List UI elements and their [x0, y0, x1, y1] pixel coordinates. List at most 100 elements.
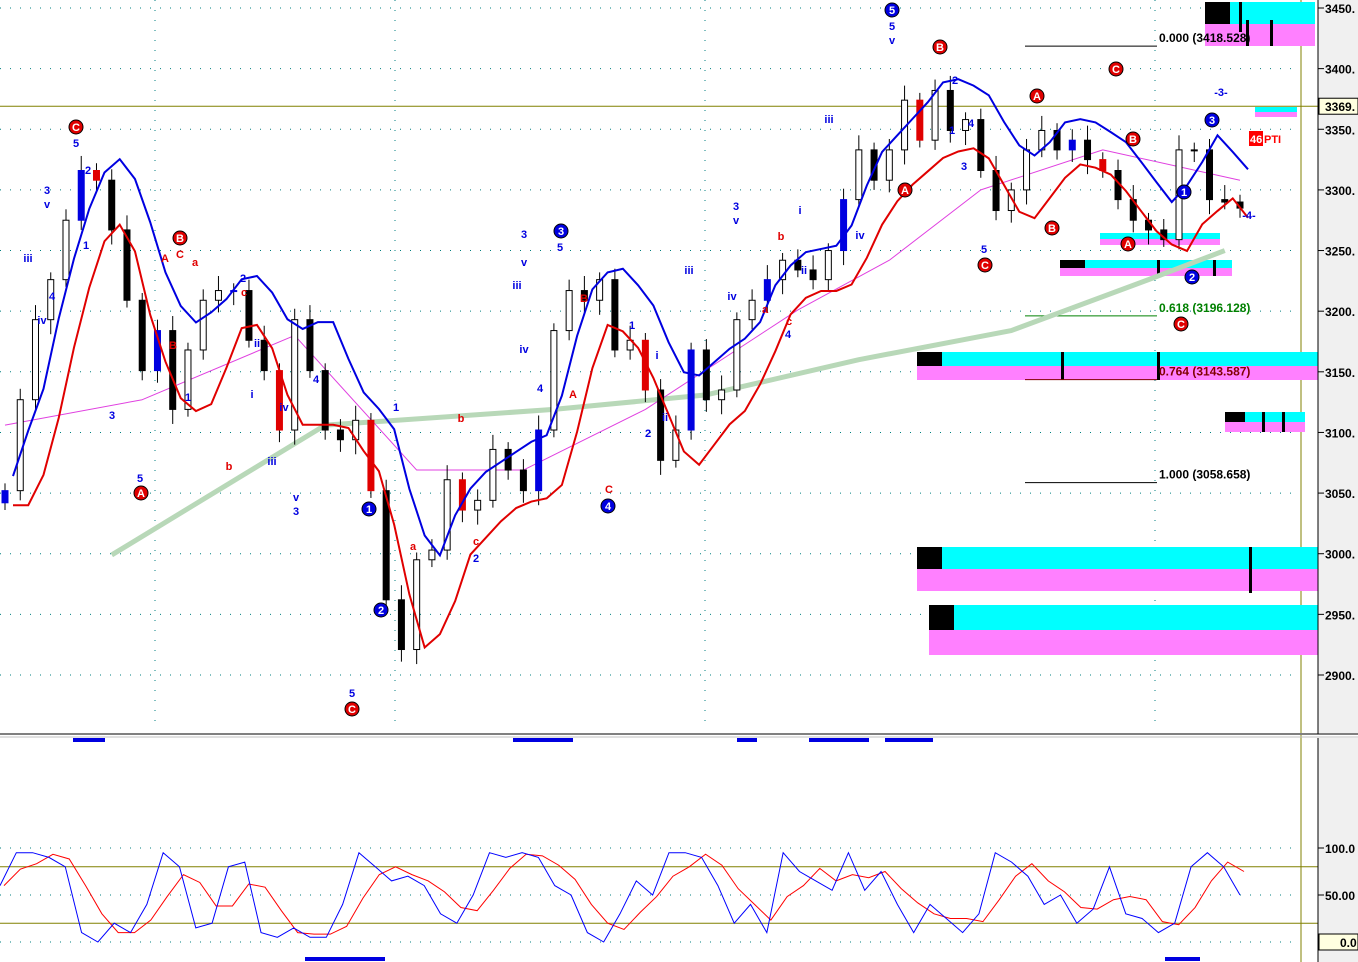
wave-label: -3-: [1214, 87, 1228, 99]
fib-label: 0.764 (3143.587): [1159, 365, 1250, 379]
wave-label: 3: [521, 229, 527, 241]
wave-circle-4: [600, 498, 616, 514]
stoch-k-line: [0, 851, 1241, 943]
candle-body: [657, 389, 665, 461]
wave-label: A: [569, 389, 577, 401]
zone-marker: [917, 547, 942, 569]
wave-circle-label: 2: [1189, 272, 1195, 284]
wave-label: iv: [279, 402, 289, 414]
wave-circle-label: 3: [558, 226, 564, 238]
candle-body: [413, 559, 421, 651]
wave-label: c: [241, 287, 247, 299]
wave-circle-label: 3: [1209, 115, 1215, 127]
candle-body: [92, 170, 100, 181]
signal-marker: [305, 957, 385, 961]
wave-circle-B: [1044, 220, 1060, 236]
zone-marker: [1205, 2, 1230, 24]
wave-label: i: [250, 389, 253, 401]
zone-top: [1255, 107, 1297, 112]
candle-body: [245, 290, 253, 341]
wave-label: 3: [733, 201, 739, 213]
zone-tick: [1213, 260, 1216, 276]
candle-body: [184, 349, 192, 410]
zone-tick: [1282, 412, 1285, 432]
candle-body: [260, 339, 268, 372]
zone-bottom: [1100, 239, 1220, 245]
wave-circle-label: A: [1124, 239, 1132, 251]
candle-body: [824, 250, 832, 281]
zone-bottom: [1060, 268, 1232, 276]
fib-label: 0.000 (3418.528): [1159, 31, 1250, 45]
wave-circle-A: [133, 485, 149, 501]
wave-label: 4: [968, 118, 975, 130]
candle-body: [946, 89, 954, 131]
zone-top: [917, 352, 1318, 366]
wave-label: i: [798, 205, 801, 217]
fib-label: 1.000 (3058.658): [1159, 468, 1250, 482]
wave-label: v: [44, 199, 51, 211]
candle-body: [138, 299, 146, 372]
wave-circle-label: 1: [366, 504, 372, 516]
fib-levels: 0.000 (3418.528) 0.618 (3196.128) 0.764 (3…: [1025, 31, 1250, 484]
wave-label: iii: [267, 456, 276, 468]
price-tick-label: 3200.: [1325, 305, 1355, 319]
wave-circle-B: [932, 39, 948, 55]
last-price-tag: [1318, 97, 1358, 115]
zone-tick: [1270, 20, 1273, 46]
wave-label: iii: [684, 265, 693, 277]
wave-label: 1: [629, 320, 635, 332]
wave-label: iii: [23, 253, 32, 265]
candle-body: [840, 199, 848, 252]
wave-label: ii: [662, 412, 668, 424]
wave-label: 2: [645, 428, 651, 440]
bands: [12, 78, 1249, 650]
zone-top: [1100, 233, 1220, 239]
signal-marker: [73, 738, 105, 742]
zone-bottom: [917, 569, 1318, 591]
zone-marker: [929, 605, 954, 630]
signal-marker: [885, 738, 933, 742]
slow-band-line: [13, 147, 1249, 650]
price-tick-label: 3300.: [1325, 184, 1355, 198]
wave-circle-C: [344, 701, 360, 717]
candle-body: [1206, 149, 1214, 201]
wave-circle-2: [373, 602, 389, 618]
pti-badge-bg: [1249, 131, 1263, 146]
zone-top: [929, 605, 1318, 630]
wave-circle-label: C: [348, 704, 356, 716]
wave-circle-C: [1173, 316, 1189, 332]
candle-body: [397, 599, 405, 651]
zone-tick: [1249, 547, 1252, 593]
candle-body: [321, 370, 329, 431]
wave-label: iii: [512, 280, 521, 292]
wave-label: 4: [537, 383, 544, 395]
zone-tick: [1262, 412, 1265, 432]
wave-label: a: [192, 257, 199, 269]
wave-label: 3: [44, 185, 50, 197]
candle-body: [565, 290, 573, 332]
candle-body: [977, 119, 985, 172]
fast-band-line: [12, 78, 1249, 558]
wave-circle-label: 1: [1181, 187, 1187, 199]
wave-label: 3: [961, 161, 967, 173]
wave-circle-A: [897, 182, 913, 198]
candle-body: [77, 170, 85, 221]
wave-label: 1: [185, 392, 191, 404]
wave-label: B: [169, 340, 177, 352]
wave-label: b: [778, 231, 785, 243]
zone-tick: [1157, 260, 1160, 276]
candle-body: [519, 469, 527, 492]
price-tick-label: 3100.: [1325, 426, 1355, 440]
wave-label: c: [786, 316, 792, 328]
grid: [0, 0, 1318, 962]
stoch-tick-label: 50.00: [1325, 889, 1355, 903]
zone-tick: [1246, 20, 1249, 46]
wave-circle-label: A: [1033, 91, 1041, 103]
wave-circle-B: [1125, 131, 1141, 147]
candle-body: [1053, 129, 1061, 151]
candle-body: [931, 89, 939, 141]
candle-body: [153, 330, 161, 372]
zone-bottom: [1205, 24, 1315, 46]
zone-tick: [1061, 352, 1064, 380]
